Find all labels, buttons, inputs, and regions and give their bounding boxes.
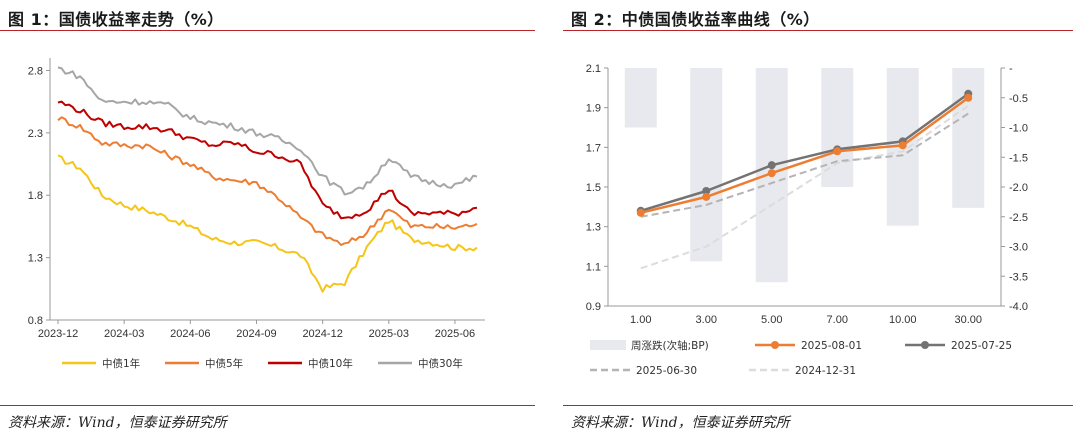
curve-marker (767, 169, 776, 178)
y-tick-label: 1.3 (586, 222, 601, 234)
curve-marker (767, 161, 776, 170)
curve-marker (702, 192, 711, 201)
y2-tick-label: -2.5 (1009, 212, 1028, 224)
legend-label: 中债10年 (308, 357, 353, 370)
y2-tick-label: -1.0 (1009, 123, 1028, 135)
y-tick-label: 2.3 (28, 128, 43, 140)
curve-line-2024-12-31 (640, 104, 969, 270)
y-tick-label: 1.8 (28, 190, 43, 202)
legend-label: 中债1年 (102, 357, 140, 370)
y-tick-label: 1.1 (586, 261, 601, 273)
left-panel: 图 1：国债收益率走势（%） 0.8 1.3 1.8 2.3 2.8 2023-12 202… (0, 0, 535, 436)
legend-label: 周涨跌(次轴;BP) (631, 339, 709, 352)
y2-tick-label: -3.0 (1009, 242, 1028, 254)
y-tick-label: 2.1 (586, 63, 601, 75)
curve-marker (636, 208, 645, 217)
figure-1-title: 图 1：国债收益率走势（%） (8, 10, 224, 29)
series-line-1 (57, 154, 478, 293)
source-rule (0, 405, 535, 406)
series-line-4 (57, 66, 478, 196)
legend-label: 中债5年 (205, 357, 243, 370)
y-tick-label: 1.3 (28, 253, 43, 265)
x-tick-label: 1.00 (630, 314, 651, 326)
weekly-change-bar (624, 68, 657, 128)
series-line-3 (57, 100, 478, 220)
x-tick-label: 2025-03 (369, 328, 409, 340)
y2-tick-label: -2.0 (1009, 182, 1028, 194)
y-tick-label: 1.7 (586, 142, 601, 154)
legend-swatch (590, 340, 626, 350)
yield-curve-chart: 0.9 1.1 1.3 1.5 1.7 1.9 2.1 -4.0 -3.5 -3.0 -2.5 -2.… (586, 63, 1028, 377)
x-tick-label: 2024-03 (104, 328, 144, 340)
x-tick-label: 3.00 (696, 314, 717, 326)
figure-2-source: 资料来源：Wind，恒泰证券研究所 (571, 415, 790, 431)
y-tick-label: 0.9 (586, 301, 601, 313)
figure-1-source: 资料来源：Wind，恒泰证券研究所 (8, 415, 227, 431)
legend-label: 2024-12-31 (795, 365, 856, 377)
weekly-change-bar (952, 68, 985, 208)
source-rule (563, 405, 1073, 406)
x-tick-label: 30.00 (954, 314, 982, 326)
y2-tick-label: -3.5 (1009, 271, 1028, 283)
curve-line-2025-08-01 (640, 96, 970, 215)
curve-marker (964, 93, 973, 102)
x-tick-label: 2024-06 (170, 328, 210, 340)
y2-tick-label: -4.0 (1009, 301, 1028, 313)
legend-label: 2025-07-25 (951, 340, 1012, 352)
figure-2-title: 图 2：中债国债收益率曲线（%） (571, 10, 820, 29)
y2-tick-label: -1.5 (1009, 152, 1028, 164)
y-tick-label: 0.8 (28, 315, 43, 327)
weekly-change-bar (690, 68, 723, 262)
title-rule (563, 30, 1073, 31)
y-tick-label: 1.9 (586, 103, 601, 115)
x-tick-label: 7.00 (827, 314, 848, 326)
legend-label: 2025-08-01 (801, 340, 862, 352)
x-tick-label: 2023-12 (38, 328, 78, 340)
curve-marker (702, 186, 711, 195)
y-tick-label: 2.8 (28, 65, 43, 77)
x-tick-label: 2025-06 (435, 328, 475, 340)
legend-marker (771, 341, 779, 349)
curve-line-2025-07-25 (640, 92, 970, 212)
curve-line-2025-06-30 (640, 112, 969, 218)
x-tick-label: 5.00 (761, 314, 782, 326)
y2-tick-label: - (1009, 63, 1013, 75)
right-panel: 图 2：中债国债收益率曲线（%） 0.9 1.1 1.3 1.5 1.7 1.9 2.1 -4… (563, 0, 1073, 436)
legend-label: 2025-06-30 (636, 365, 697, 377)
y-tick-label: 1.5 (586, 182, 601, 194)
x-tick-label: 2024-12 (302, 328, 342, 340)
series-line-2 (57, 116, 478, 246)
curve-marker (833, 147, 842, 156)
curve-marker (898, 141, 907, 150)
title-rule (0, 30, 535, 31)
weekly-change-bar (821, 68, 854, 187)
x-tick-label: 2024-09 (236, 328, 276, 340)
x-tick-label: 10.00 (889, 314, 917, 326)
legend-marker (921, 341, 929, 349)
legend-label: 中债30年 (418, 357, 463, 370)
yield-trend-chart: 0.8 1.3 1.8 2.3 2.8 2023-12 2024-03 2024-06 2024… (28, 58, 485, 370)
y2-tick-label: -0.5 (1009, 93, 1028, 105)
